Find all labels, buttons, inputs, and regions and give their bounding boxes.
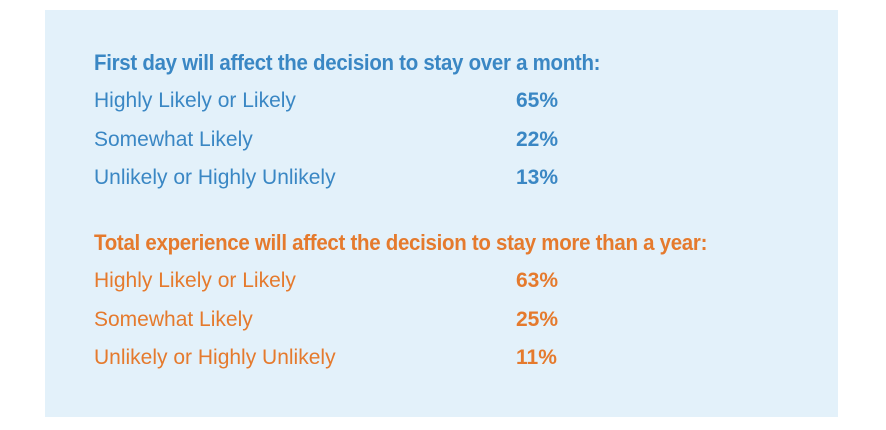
stat-value: 11% — [516, 346, 557, 369]
stat-label: Somewhat Likely — [94, 127, 253, 151]
stats-list: Highly Likely or Likely 63% Somewhat Lik… — [94, 267, 834, 383]
stat-row: Unlikely or Highly Unlikely 11% — [94, 344, 834, 383]
stat-value: 22% — [516, 127, 559, 151]
stat-label: Somewhat Likely — [94, 307, 253, 331]
stat-row: Unlikely or Highly Unlikely 13% — [94, 164, 834, 203]
stat-label: Unlikely or Highly Unlikely — [94, 346, 336, 369]
section-heading: Total experience will affect the decisio… — [94, 230, 708, 255]
stat-row: Highly Likely or Likely 65% — [94, 87, 834, 126]
info-card — [45, 10, 838, 417]
stat-row: Somewhat Likely 25% — [94, 306, 834, 345]
stat-row: Highly Likely or Likely 63% — [94, 267, 834, 306]
stat-value: 25% — [516, 307, 559, 331]
stat-value: 65% — [516, 89, 559, 112]
stat-value: 13% — [516, 166, 559, 189]
stat-label: Highly Likely or Likely — [94, 269, 296, 292]
stats-list: Highly Likely or Likely 65% Somewhat Lik… — [94, 87, 834, 203]
section-first-day: First day will affect the decision to st… — [94, 48, 834, 203]
stat-label: Highly Likely or Likely — [94, 89, 296, 112]
stat-row: Somewhat Likely 22% — [94, 126, 834, 165]
stat-value: 63% — [516, 269, 559, 292]
stat-label: Unlikely or Highly Unlikely — [94, 166, 336, 189]
section-heading: First day will affect the decision to st… — [94, 50, 601, 75]
section-total-experience: Total experience will affect the decisio… — [94, 228, 834, 383]
